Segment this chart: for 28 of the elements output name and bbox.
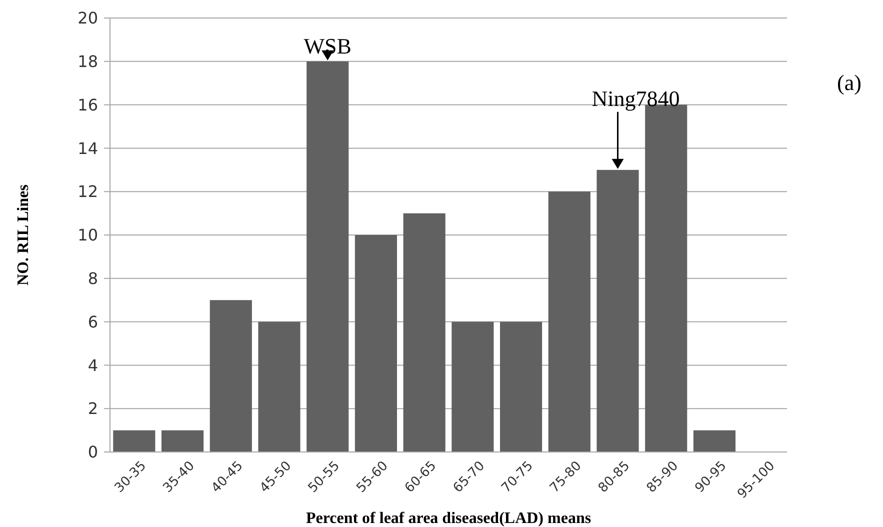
text: (a) (837, 70, 862, 95)
bar (548, 192, 590, 452)
bar (403, 213, 446, 452)
y-tick-label: 16 (78, 95, 98, 114)
bar (210, 300, 252, 452)
y-tick-label: 12 (78, 182, 98, 202)
y-tick-label: 18 (78, 52, 98, 71)
annotation: Ning7840 (592, 86, 680, 111)
annotation: WSB (304, 33, 352, 58)
bar (452, 322, 494, 452)
y-tick-label: 6 (88, 312, 98, 332)
bar (596, 170, 639, 452)
y-tick-label: 0 (88, 442, 98, 462)
y-axis-title: NO. RIL Lines (15, 184, 32, 286)
bar (306, 61, 349, 452)
bar (162, 430, 204, 452)
bar (354, 235, 397, 452)
bar (113, 430, 156, 452)
y-tick-label: 2 (88, 399, 98, 418)
x-axis-title: Percent of leaf area diseased(LAD) means (306, 510, 592, 527)
y-tick-label: 10 (78, 226, 98, 245)
y-tick-label: 8 (88, 269, 98, 288)
y-tick-label: 4 (88, 356, 98, 375)
y-tick-label: 20 (78, 8, 98, 28)
bar (258, 322, 300, 452)
bar (500, 322, 542, 452)
y-tick-label: 14 (78, 138, 98, 158)
bar (693, 430, 736, 452)
